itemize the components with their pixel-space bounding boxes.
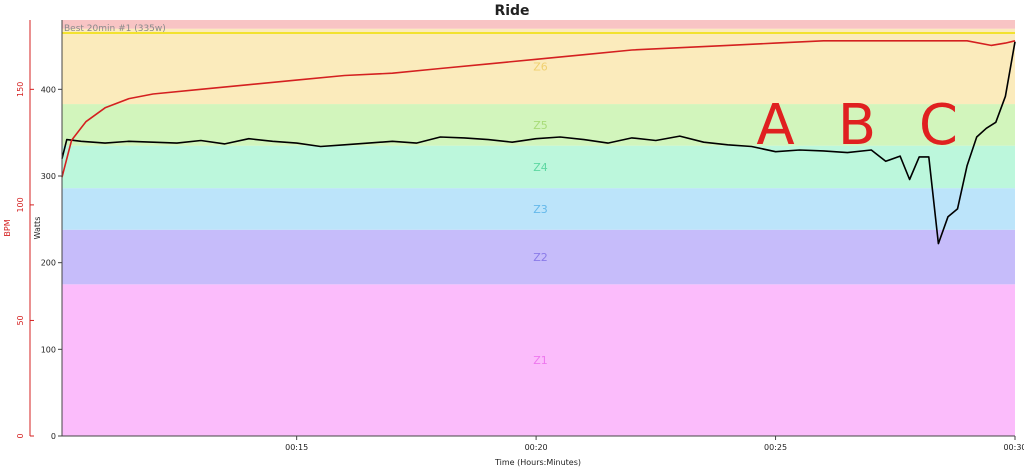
- zone-label-z6: Z6: [533, 60, 548, 73]
- x-tick-label-20: 00:20: [525, 443, 548, 452]
- y-tick-label-bpm-50: 50: [16, 315, 25, 325]
- zone-label-z2: Z2: [533, 251, 548, 264]
- y-tick-label-bpm-150: 150: [16, 82, 25, 97]
- axes: 0 100 200 300 400 0 50 100 150 00:15 00:20 00:25 00:…: [16, 20, 1024, 452]
- zone-band-0: [62, 284, 1015, 436]
- zone-band-2: [62, 188, 1015, 230]
- power-line: [61, 41, 1016, 245]
- zone-band-3: [62, 145, 1015, 189]
- y-axis-label-watts: Watts: [33, 217, 42, 240]
- power-zones: [62, 20, 1015, 436]
- zone-label-z1: Z1: [533, 354, 548, 367]
- zone-band-1: [62, 229, 1015, 285]
- zone-label-z4: Z4: [533, 161, 548, 174]
- y-tick-label-watts-300: 300: [41, 172, 56, 181]
- y-tick-label-watts-0: 0: [51, 432, 56, 441]
- x-tick-label-15: 00:15: [285, 443, 308, 452]
- best-interval-label: Best 20min #1 (335w): [64, 24, 166, 34]
- annotation-b: B: [838, 93, 876, 158]
- zone-label-z3: Z3: [533, 203, 548, 216]
- zone-label-z5: Z5: [533, 119, 548, 132]
- heart-rate-line: [61, 40, 1016, 178]
- y-tick-label-watts-400: 400: [41, 85, 56, 94]
- y-tick-label-bpm-0: 0: [16, 433, 25, 438]
- annotation-c: C: [919, 93, 958, 158]
- x-axis-label: Time (Hours:Minutes): [494, 458, 581, 467]
- zone-labels: Z1 Z2 Z3 Z4 Z5 Z6: [533, 60, 548, 367]
- y-tick-label-bpm-100: 100: [16, 197, 25, 212]
- chart-title: Ride: [494, 3, 529, 19]
- zone-band-6: [62, 20, 1015, 29]
- y-tick-label-watts-100: 100: [41, 345, 56, 354]
- annotation-a: A: [756, 93, 794, 158]
- y-axis-label-bpm: BPM: [3, 219, 12, 236]
- x-tick-label-30: 00:30: [1003, 443, 1024, 452]
- data-series: [61, 40, 1016, 245]
- y-tick-label-watts-200: 200: [41, 259, 56, 268]
- x-tick-label-25: 00:25: [764, 443, 787, 452]
